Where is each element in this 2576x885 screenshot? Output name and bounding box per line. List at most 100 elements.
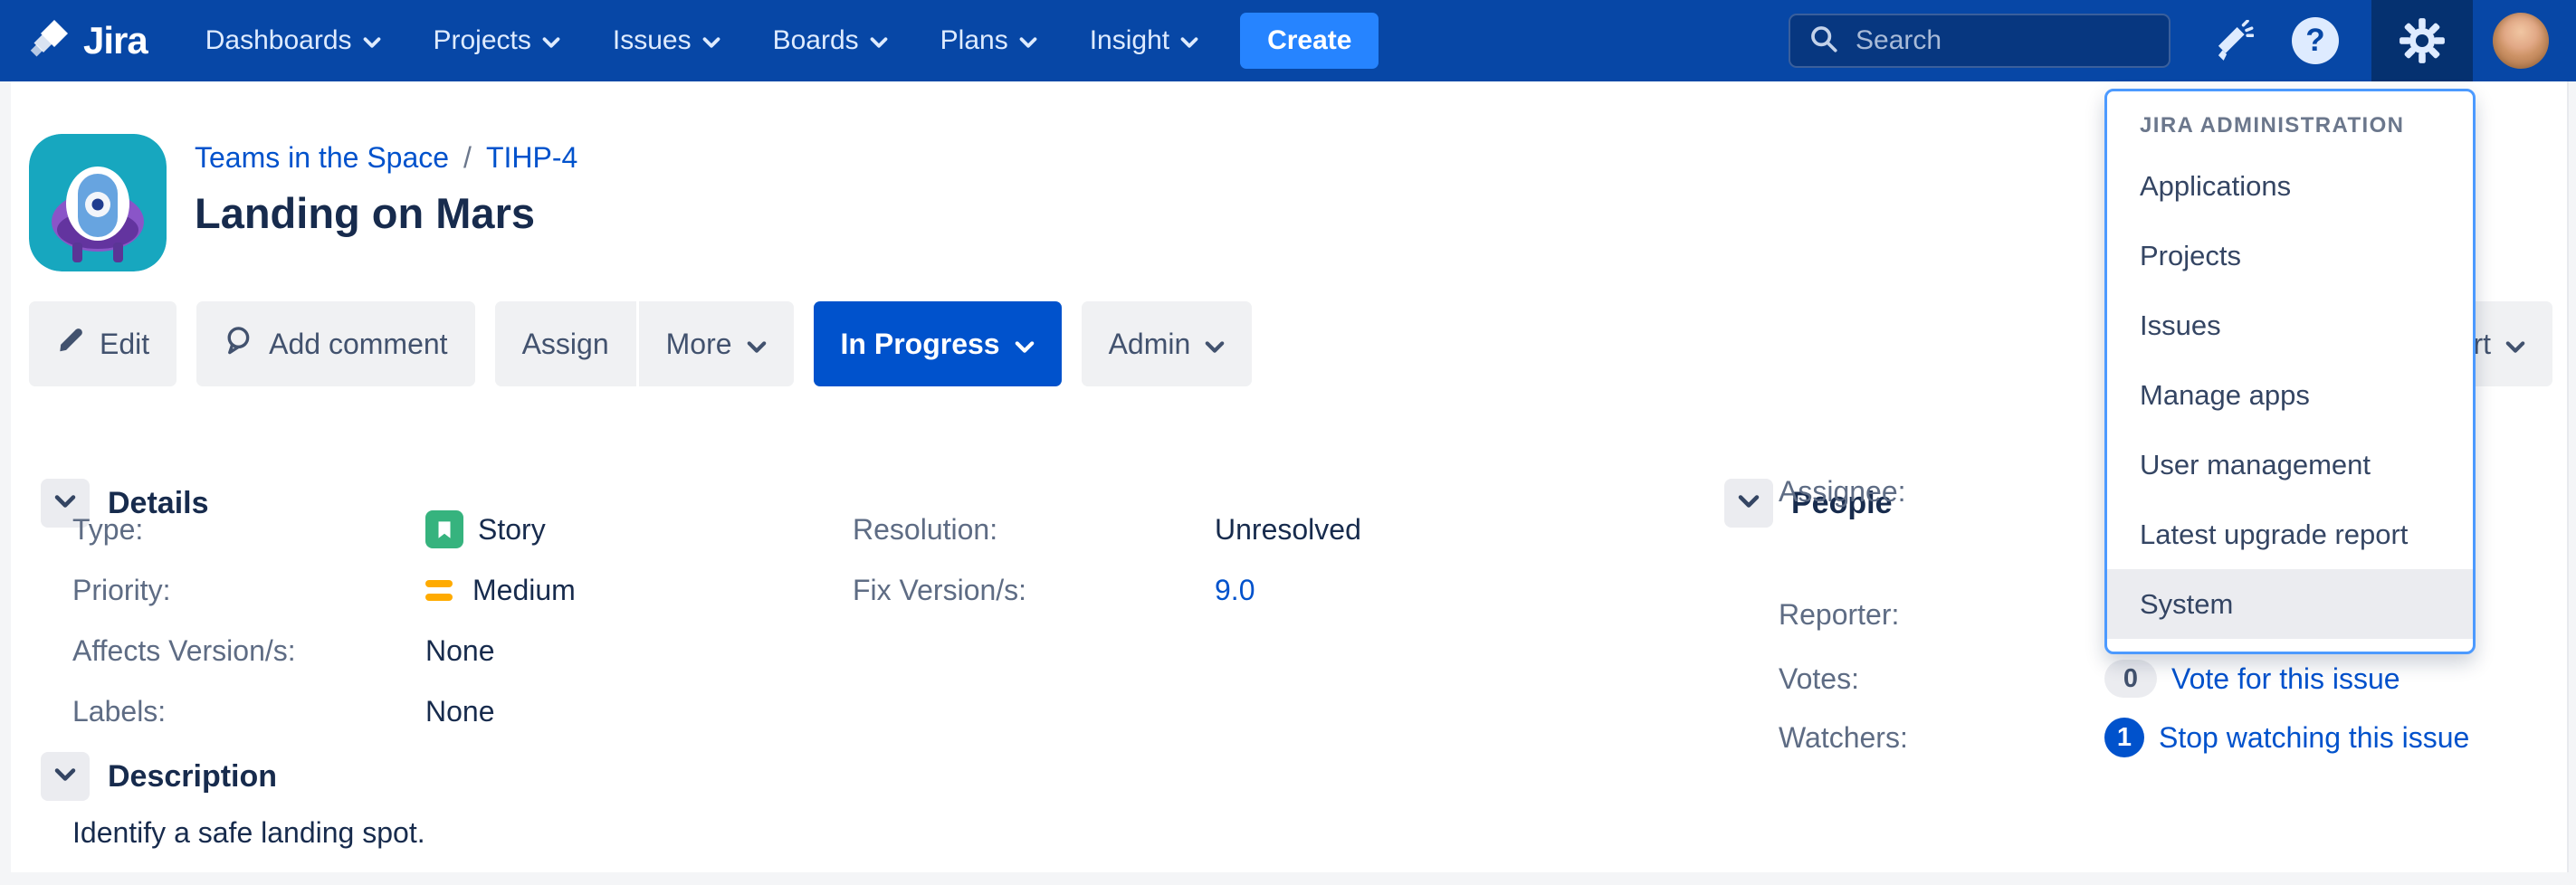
collapse-description-button[interactable] <box>41 752 90 801</box>
field-label-affects-version: Affects Version/s: <box>72 633 296 667</box>
people-heading: People <box>1791 485 1893 520</box>
nav-item-label: Plans <box>940 25 1008 55</box>
nav-item-label: Boards <box>772 25 859 55</box>
people-section-header: People <box>1724 479 1892 528</box>
breadcrumb: Teams in the Space / TIHP-4 <box>195 139 577 176</box>
field-value-priority: Medium <box>425 570 576 610</box>
description-text: Identify a safe landing spot. <box>72 816 425 849</box>
assign-more-group: Assign More <box>494 301 794 386</box>
nav-menu: Dashboards Projects Issues Boards Plans … <box>205 25 1198 56</box>
jira-logo[interactable]: Jira <box>27 17 148 65</box>
nav-item-label: Insight <box>1089 25 1170 55</box>
admin-menu-header: JIRA ADMINISTRATION <box>2140 113 2405 138</box>
breadcrumb-issue-link[interactable]: TIHP-4 <box>485 140 578 174</box>
field-value-watchers: 1 Stop watching this issue <box>2104 718 2469 757</box>
menu-item-system[interactable]: System <box>2107 569 2473 639</box>
nav-item-plans[interactable]: Plans <box>940 25 1037 56</box>
page-title: Landing on Mars <box>195 189 535 237</box>
pencil-icon <box>56 326 85 362</box>
admin-label: Admin <box>1108 327 1191 360</box>
collapse-details-button[interactable] <box>41 479 90 528</box>
chevron-down-icon <box>363 25 381 56</box>
menu-item-manage-apps[interactable]: Manage apps <box>2140 378 2310 411</box>
megaphone-icon[interactable] <box>2212 20 2254 62</box>
assign-label: Assign <box>521 327 609 360</box>
create-button[interactable]: Create <box>1240 13 1379 69</box>
help-icon[interactable]: ? <box>2292 17 2339 64</box>
chevron-down-icon <box>702 25 720 56</box>
more-button[interactable]: More <box>638 301 794 386</box>
chevron-down-icon <box>542 25 560 56</box>
story-icon <box>425 510 463 548</box>
menu-item-applications[interactable]: Applications <box>2140 169 2292 202</box>
add-comment-label: Add comment <box>269 327 448 360</box>
vote-link[interactable]: Vote for this issue <box>2171 661 2400 695</box>
menu-item-user-management[interactable]: User management <box>2140 448 2371 481</box>
field-label-fix-version: Fix Version/s: <box>853 573 1027 606</box>
jira-logo-text: Jira <box>83 19 148 62</box>
collapse-people-button[interactable] <box>1724 479 1773 528</box>
nav-item-label: Projects <box>433 25 531 55</box>
gear-icon[interactable] <box>2371 0 2473 81</box>
field-label-priority: Priority: <box>72 573 171 606</box>
description-section-header: Description <box>41 752 277 801</box>
add-comment-button[interactable]: Add comment <box>196 301 475 386</box>
description-heading: Description <box>108 758 278 794</box>
breadcrumb-project-link[interactable]: Teams in the Space <box>195 140 450 174</box>
priority-value-text: Medium <box>472 573 576 606</box>
assign-button[interactable]: Assign <box>494 301 636 386</box>
details-section-header: Details <box>41 479 209 528</box>
jira-administration-menu: JIRA ADMINISTRATION Applications Project… <box>2104 89 2476 654</box>
field-label-resolution: Resolution: <box>853 512 998 546</box>
nav-item-issues[interactable]: Issues <box>613 25 720 56</box>
jira-logo-icon <box>27 17 71 65</box>
chevron-down-icon <box>1180 25 1198 56</box>
field-label-assignee: Assignee: <box>1779 474 1906 508</box>
chevron-down-icon <box>54 767 76 786</box>
chevron-down-icon <box>747 328 767 361</box>
nav-item-label: Dashboards <box>205 25 352 55</box>
field-value-votes: 0 Vote for this issue <box>2104 659 2400 699</box>
navbar-right: ? <box>1789 0 2554 81</box>
field-label-labels: Labels: <box>72 694 167 728</box>
field-value-type: Story <box>425 509 546 549</box>
user-avatar[interactable] <box>2493 13 2549 69</box>
menu-item-latest-upgrade-report[interactable]: Latest upgrade report <box>2140 518 2409 550</box>
type-value-text: Story <box>478 512 546 546</box>
search-box[interactable] <box>1789 14 2205 68</box>
edit-button-label: Edit <box>100 327 150 360</box>
field-label-votes: Votes: <box>1779 661 1859 695</box>
stop-watching-link[interactable]: Stop watching this issue <box>2159 720 2470 754</box>
watchers-count-badge: 1 <box>2104 718 2144 757</box>
create-button-label: Create <box>1267 25 1352 55</box>
field-label-type: Type: <box>72 512 144 546</box>
nav-item-insight[interactable]: Insight <box>1090 25 1198 56</box>
chevron-down-icon <box>1205 328 1225 361</box>
admin-button[interactable]: Admin <box>1081 301 1253 386</box>
menu-item-issues[interactable]: Issues <box>2140 309 2221 341</box>
nav-item-projects[interactable]: Projects <box>434 25 560 56</box>
more-label: More <box>665 327 732 360</box>
breadcrumb-separator: / <box>463 140 472 174</box>
search-input[interactable] <box>1856 25 2205 56</box>
nav-item-dashboards[interactable]: Dashboards <box>205 25 381 56</box>
field-label-watchers: Watchers: <box>1779 720 1908 754</box>
field-label-reporter: Reporter: <box>1779 597 1900 631</box>
status-label: In Progress <box>840 327 1000 360</box>
search-icon <box>1808 24 1839 59</box>
votes-count-badge: 0 <box>2104 660 2157 698</box>
project-avatar[interactable] <box>29 134 167 271</box>
field-value-affects-version: None <box>425 633 495 667</box>
top-navbar: Jira Dashboards Projects Issues Boards P… <box>0 0 2576 81</box>
chevron-down-icon <box>2505 328 2525 361</box>
chevron-down-icon <box>54 494 76 513</box>
edit-button[interactable]: Edit <box>29 301 177 386</box>
menu-item-projects[interactable]: Projects <box>2140 239 2241 271</box>
nav-item-boards[interactable]: Boards <box>773 25 888 56</box>
chevron-down-icon <box>1019 25 1037 56</box>
fix-version-link[interactable]: 9.0 <box>1215 573 1255 606</box>
chevron-down-icon <box>870 25 888 56</box>
issue-toolbar: Edit Add comment Assign More In Progress… <box>29 301 1253 386</box>
status-button[interactable]: In Progress <box>813 301 1062 386</box>
nav-item-label: Issues <box>612 25 692 55</box>
